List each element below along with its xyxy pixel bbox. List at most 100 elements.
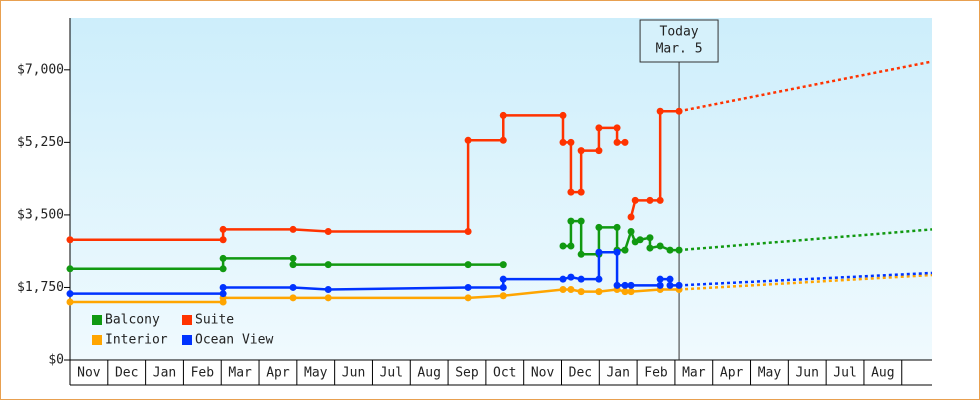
price-point [499,111,507,119]
legend-swatch [92,335,102,345]
price-point [675,246,683,254]
price-point [595,275,603,283]
x-tick-label: Dec [569,366,592,381]
x-tick-label: Aug [417,366,440,381]
price-point [464,261,472,269]
price-point [559,242,567,250]
price-point [567,242,575,250]
price-point [66,265,74,273]
price-point [595,223,603,231]
forecast-line [679,271,933,287]
price-point [613,138,621,146]
price-point [219,290,227,298]
price-point [567,188,575,196]
x-tick-label: Jun [342,366,365,381]
today-label: Mar. 5 [656,42,703,57]
price-point [289,283,297,291]
today-label: Today [660,25,699,40]
legend-label: Interior [105,333,168,348]
price-point [464,294,472,302]
price-point [499,275,507,283]
price-point [656,275,664,283]
price-point [289,254,297,262]
price-point [577,217,585,225]
price-point [66,298,74,306]
price-point [613,124,621,132]
price-point [613,223,621,231]
price-point [595,248,603,256]
x-tick-label: May [758,366,782,381]
price-point [499,292,507,300]
price-point [289,225,297,233]
price-point [324,261,332,269]
price-point [219,236,227,244]
price-point [595,288,603,296]
price-point [577,188,585,196]
price-point [636,236,644,244]
price-point [464,136,472,144]
price-point [567,273,575,281]
price-point [577,250,585,258]
price-point [289,294,297,302]
price-point [656,107,664,115]
legend-label: Ocean View [195,333,273,348]
price-point [567,286,575,294]
price-point [324,286,332,294]
price-point [464,227,472,235]
price-point [324,227,332,235]
forecast-line [678,273,933,291]
price-point [324,294,332,302]
price-point [559,138,567,146]
price-point [577,147,585,155]
price-point [646,244,654,252]
price-point [66,290,74,298]
y-tick-label: $1,750 [17,280,64,295]
price-point [595,147,603,155]
x-tick-label: Feb [644,366,668,381]
legend-swatch [182,335,192,345]
price-point [499,136,507,144]
price-point [666,246,674,254]
price-point [656,196,664,204]
x-tick-label: Jan [153,366,176,381]
forecast-line [678,228,933,252]
today-box [639,19,719,63]
x-tick-label: Nov [531,366,555,381]
price-point [621,246,629,254]
price-point [219,283,227,291]
y-tick-label: $5,250 [17,135,64,150]
x-tick-label: Jun [795,366,818,381]
legend-label: Balcony [105,313,160,328]
plot-area [70,18,932,360]
price-point [499,283,507,291]
price-point [567,138,575,146]
x-tick-label: Oct [493,366,516,381]
price-point [627,288,635,296]
price-point [66,236,74,244]
price-point [631,196,639,204]
y-tick-label: $3,500 [17,207,64,222]
x-tick-label: Nov [77,366,101,381]
price-point [621,281,629,289]
price-point [666,281,674,289]
price-point [666,275,674,283]
price-point [627,281,635,289]
price-point [627,213,635,221]
price-point [219,225,227,233]
x-tick-label: Jan [606,366,629,381]
legend-swatch [182,315,192,325]
price-point [646,196,654,204]
price-point [595,124,603,132]
forecast-line [678,60,933,113]
y-tick-label: $0 [48,353,64,368]
price-point [219,254,227,262]
price-point [646,234,654,242]
x-tick-label: Aug [871,366,894,381]
legend-label: Suite [195,313,234,328]
price-point [613,281,621,289]
price-point [464,283,472,291]
price-point [621,138,629,146]
x-tick-label: Feb [191,366,215,381]
x-tick-label: Dec [115,366,138,381]
